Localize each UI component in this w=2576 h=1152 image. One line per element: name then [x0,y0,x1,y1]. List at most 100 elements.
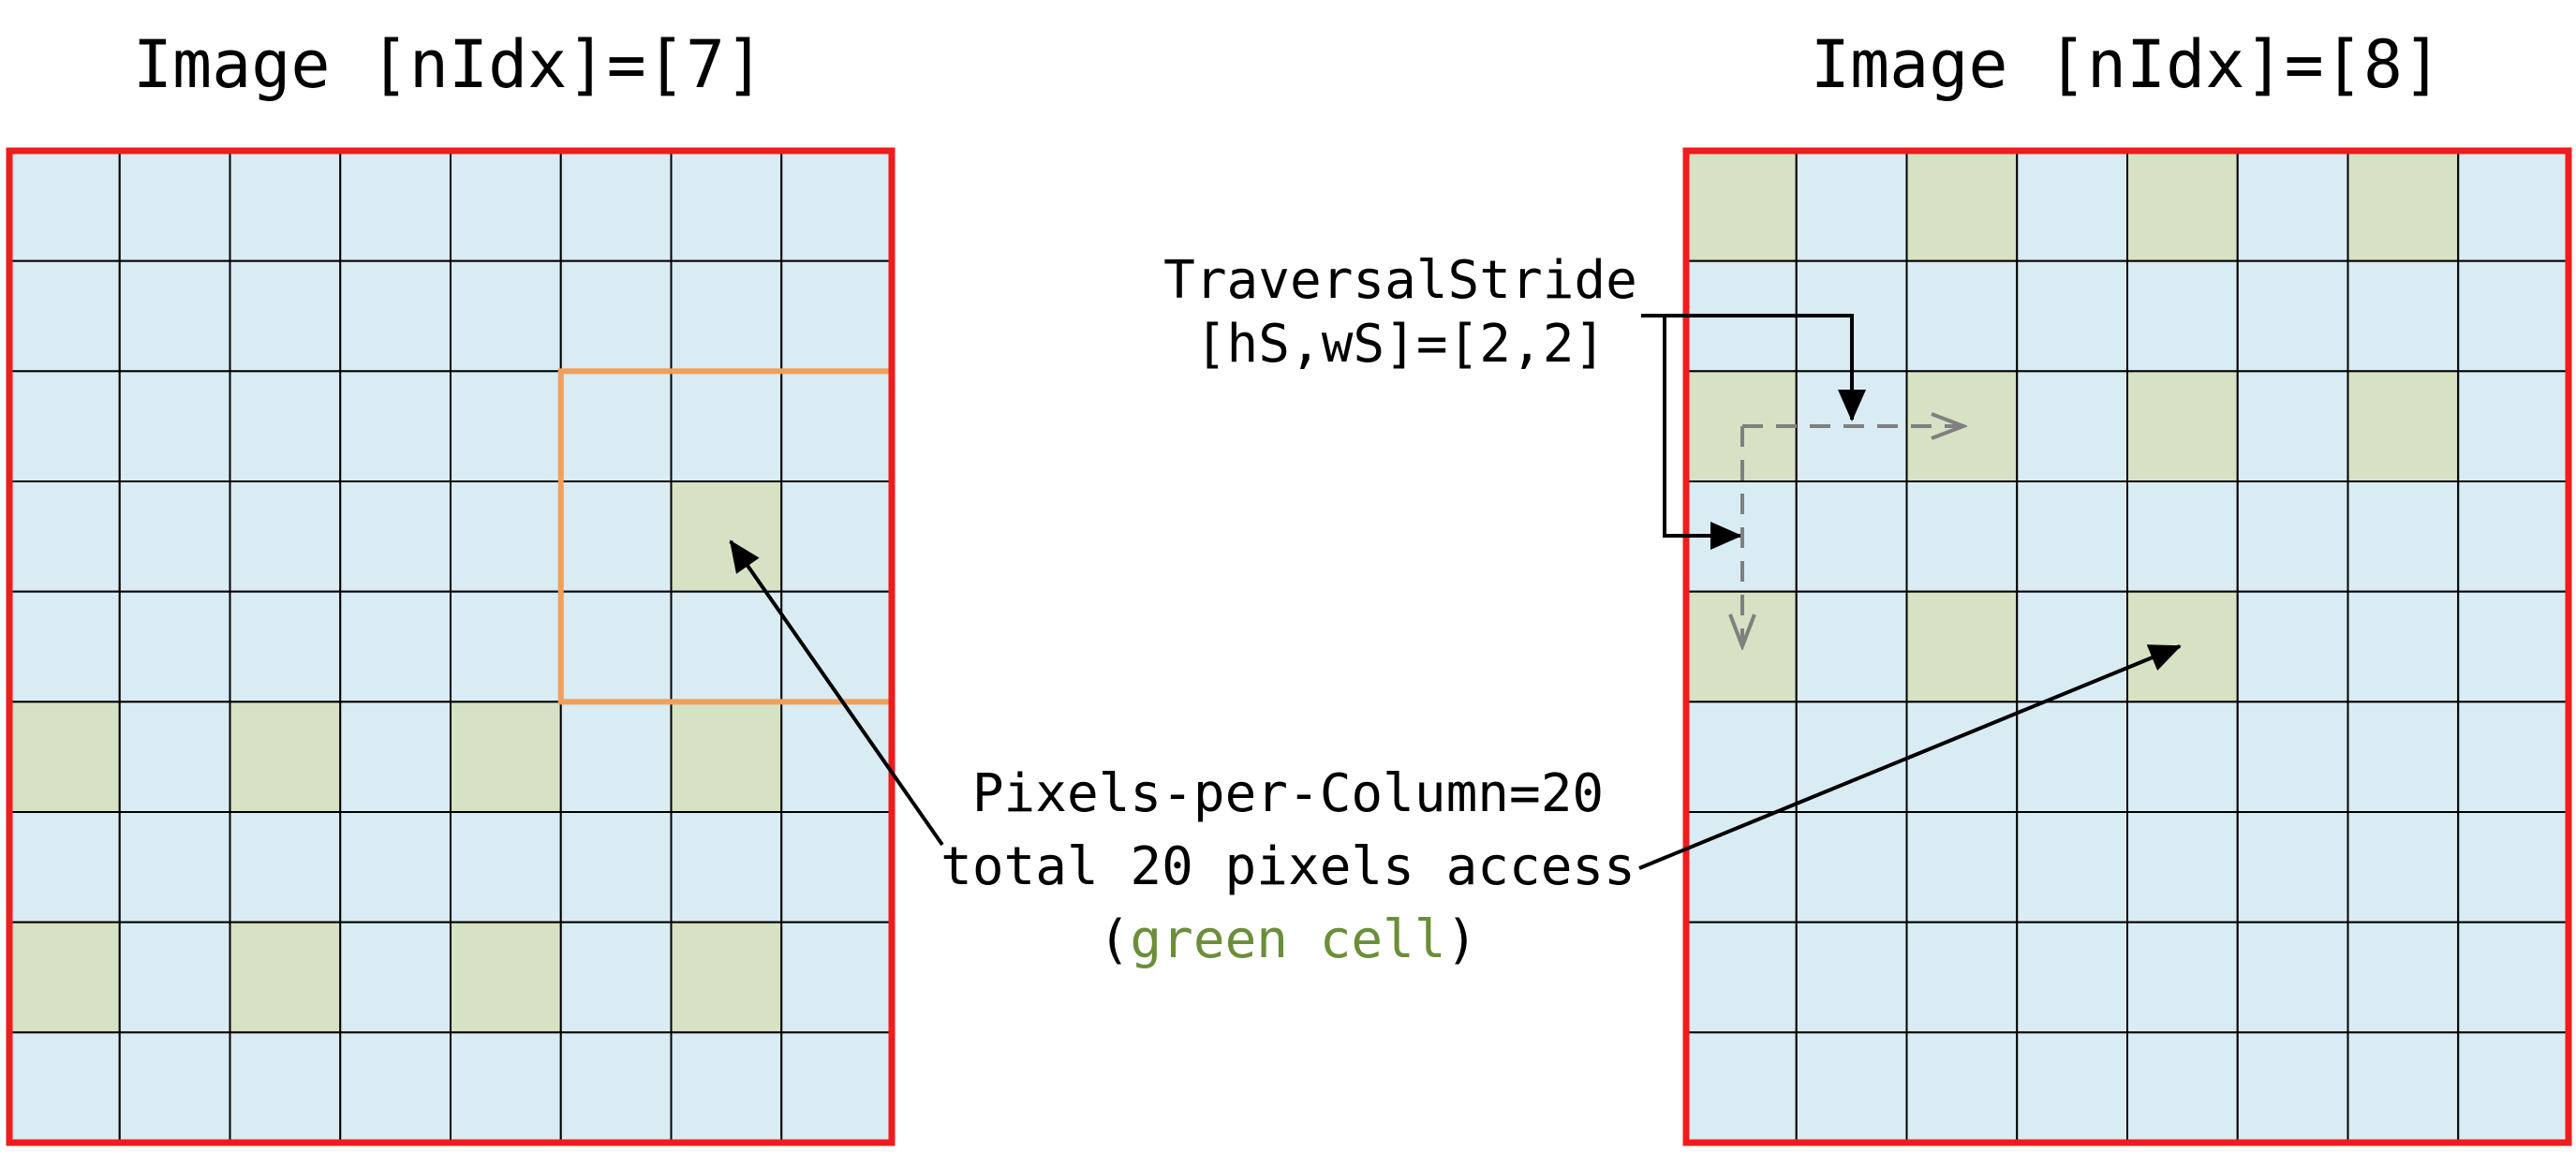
grid-cell [780,370,893,483]
grid-cell [450,811,562,923]
grid-cell [2236,480,2349,593]
green-cell [450,701,562,813]
image-8-title: Image [nIdx]=[8] [1811,26,2442,103]
grid-cell [118,1031,231,1145]
pixels-label-line1: Pixels-per-Column=20 [972,763,1604,824]
grid-cell [229,370,342,483]
grid-cell [2016,480,2128,593]
grid-cell [2016,811,2128,923]
green-cell [670,480,783,593]
grid-cell [559,259,673,373]
grid-cell [559,370,673,483]
grid-cell [118,921,231,1034]
grid-cell [1905,811,2019,923]
grid-cell [1685,811,1798,923]
pixels-label-line3: (green cell) [1099,909,1478,970]
grid-cell [2236,259,2349,373]
grid-cell [2457,150,2569,262]
green-cell [1685,150,1798,262]
grid-cell [2236,811,2349,923]
green-cell-text: green cell [1130,909,1445,970]
image-7-grid [6,147,896,1146]
grid-cell [8,480,121,593]
grid-cell [559,811,673,923]
grid-cell [559,1031,673,1145]
grid-cell [2126,811,2239,923]
grid-cell [780,921,893,1034]
image-frame [1682,147,2572,1146]
green-cell [8,701,121,813]
grid-cell [2126,259,2239,373]
grid-cell [8,370,121,483]
green-cell [229,921,342,1034]
grid-cell [2016,921,2128,1034]
grid-cell [1795,921,1908,1034]
stride-arrows [1641,314,1866,550]
image-frame [6,147,896,1146]
grid-cell [780,259,893,373]
grid-cell [339,1031,452,1145]
green-cell [2126,370,2239,483]
grid-cell [450,480,562,593]
pointer-arrow-left [729,539,944,847]
grid-cell [2236,150,2349,262]
stride-arrow-horizontal [1641,314,1866,421]
green-cell [670,701,783,813]
grid-cell [2457,921,2569,1034]
grid-cell [1905,480,2019,593]
grid-cell [2347,921,2460,1034]
grid-cell [339,921,452,1034]
grid-cell [2236,370,2349,483]
grid-cell [670,811,783,923]
grid-cell [2236,590,2349,703]
green-cell [8,921,121,1034]
grid-cell [780,811,893,923]
grid-cell [2126,480,2239,593]
grid-cell [780,701,893,813]
grid-cell [1685,701,1798,813]
grid-cell [8,259,121,373]
grid-cell [229,150,342,262]
grid-cell [118,590,231,703]
grid-cell [2347,259,2460,373]
grid-cell [1905,1031,2019,1145]
grid-cell [229,259,342,373]
grid-cell [229,1031,342,1145]
grid-cell [2347,590,2460,703]
grid-cell [1795,1031,1908,1145]
grid-cell [670,370,783,483]
grid-cell [118,150,231,262]
grid-cell [118,811,231,923]
green-cell [1905,150,2019,262]
green-cell [2126,150,2239,262]
grid-cell [339,150,452,262]
grid-cell [2347,811,2460,923]
grid-cell [2126,701,2239,813]
grid-cell [780,590,893,703]
pointer-arrows [729,539,2182,870]
grid-cell [780,150,893,262]
grid-cell [2347,1031,2460,1145]
grid-cell [2016,259,2128,373]
grid-cell [450,370,562,483]
grid-cell [118,370,231,483]
grid-cell [8,150,121,262]
grid-cell [118,480,231,593]
grid-cell [2347,480,2460,593]
grid-cell [670,150,783,262]
grid-cell [229,480,342,593]
grid-cell [339,701,452,813]
grid-cell [2016,370,2128,483]
grid-cell [1795,811,1908,923]
grid-cell [1905,921,2019,1034]
grid-cell [2347,701,2460,813]
grid-cell [780,480,893,593]
grid-cell [2236,701,2349,813]
green-cell [450,921,562,1034]
grid-cell [2457,480,2569,593]
grid-cell [339,259,452,373]
grid-cell [1685,1031,1798,1145]
grid-cell [2457,259,2569,373]
grid-cell [2236,1031,2349,1145]
